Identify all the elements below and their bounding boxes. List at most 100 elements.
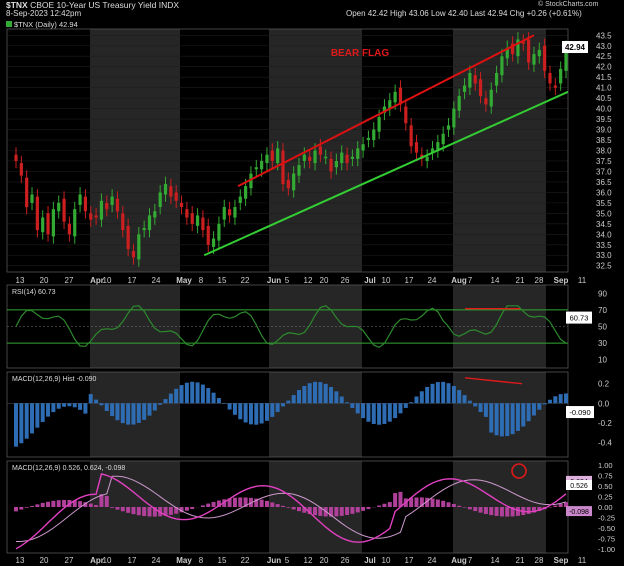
candle-body [244, 186, 248, 199]
candle-body [489, 89, 493, 107]
hist-bar [419, 391, 424, 404]
candle-body [382, 106, 387, 113]
candle-body [110, 196, 114, 205]
candle-body [41, 217, 45, 233]
hist-bar [489, 403, 494, 433]
month-label: Jun [267, 276, 281, 285]
hist-bar [104, 403, 109, 412]
x-tick-label: 26 [341, 556, 350, 565]
candle-body [227, 209, 232, 216]
macd-hist-bar [62, 499, 67, 507]
candle-body [174, 192, 178, 201]
y-tick-label: 38.0 [596, 147, 612, 156]
macd-hist-bar [382, 503, 387, 507]
candle-body [115, 198, 120, 212]
hist-bar [558, 394, 563, 404]
y-tick-label: -1.00 [598, 545, 615, 554]
macd-hist-bar [526, 507, 531, 514]
candle-body [169, 186, 173, 197]
macd-hist-bar [425, 497, 430, 507]
x-tick-label: 27 [65, 276, 74, 285]
macd-hist-bar [72, 500, 77, 507]
macd-hist-bar [142, 507, 147, 517]
macd-hist-bar [446, 502, 451, 507]
x-tick-label: 22 [241, 556, 250, 565]
candle-body [51, 209, 55, 237]
macd-hist-bar [131, 507, 136, 515]
candle-body [211, 238, 216, 247]
x-tick-label: 12 [304, 276, 313, 285]
candle-body [83, 196, 88, 212]
hist-bar [483, 403, 488, 417]
macd-hist-bar [409, 497, 414, 507]
candle-body [147, 215, 152, 231]
hist-bar [425, 386, 430, 404]
hist-bar [62, 403, 67, 407]
x-tick-label: 10 [103, 276, 112, 285]
month-label: Apr [90, 556, 104, 565]
y-tick-label: 41.0 [596, 84, 612, 93]
hist-bar [467, 400, 472, 404]
candle-body [217, 223, 221, 241]
hist-bar [435, 382, 440, 404]
hist-bar [206, 388, 211, 404]
macd-hist-bar [126, 507, 131, 513]
macd-hist-bar [40, 502, 45, 507]
x-tick-label: 17 [405, 276, 414, 285]
hist-bar [505, 403, 510, 437]
macd-hist-bar [83, 502, 88, 507]
hist-bar [398, 403, 403, 414]
hist-bar [494, 403, 499, 436]
month-label: Jun [267, 556, 281, 565]
y-tick-label: 38.5 [596, 136, 612, 145]
x-tick-label: 22 [241, 276, 250, 285]
candle-body [105, 202, 109, 210]
y-tick-label: 39.0 [596, 126, 612, 135]
candle-body [388, 100, 392, 109]
hist-bar [131, 403, 136, 425]
candle-body [441, 133, 445, 145]
macd-hist-bar [531, 507, 536, 513]
candle-body [505, 47, 509, 59]
candle-body [19, 163, 23, 176]
y-tick-label: 43.5 [596, 31, 612, 40]
hist-bar [462, 395, 467, 404]
hist-bar [403, 403, 408, 408]
macd-hist-bar [280, 505, 285, 507]
hist-bar [297, 390, 302, 404]
hist-bar [323, 383, 328, 404]
hist-bar [94, 399, 99, 404]
x-tick-label: 24 [152, 556, 161, 565]
candle-body [57, 202, 61, 212]
macd-hist-bar [334, 507, 339, 517]
hist-bar [329, 387, 334, 404]
candle-body [516, 39, 520, 57]
macd-hist-bar [232, 497, 237, 507]
hist-bar [40, 403, 45, 422]
macd-hist-bar [275, 504, 280, 507]
rsi-label: RSI(14) 60.73 [12, 289, 56, 296]
macd-hist-bar [307, 507, 312, 515]
x-tick-label: 11 [578, 276, 587, 285]
macd-hist-bar [179, 507, 184, 513]
hist-bar [174, 388, 179, 404]
hist-bar [254, 403, 259, 425]
hist-bar [291, 395, 296, 404]
last-value-label: 42.94 [565, 43, 586, 52]
hist-bar [270, 403, 275, 417]
hist-bar [200, 384, 205, 404]
macd-hist-bar [206, 503, 211, 507]
candle-body [484, 98, 488, 105]
candle-body [345, 154, 349, 164]
hist-bar [377, 403, 382, 425]
candle-body [494, 72, 499, 86]
macd-hist-bar [147, 507, 152, 517]
hist-bar [142, 403, 147, 420]
macd-hist-bar [361, 507, 366, 511]
y-tick-label: 42.0 [596, 63, 612, 72]
hist-bar [499, 403, 504, 437]
y-tick-label: 0.00 [598, 503, 613, 512]
y-tick-label: 36.0 [596, 188, 612, 197]
candle-body [350, 156, 355, 159]
macd-hist-bar [222, 499, 227, 507]
